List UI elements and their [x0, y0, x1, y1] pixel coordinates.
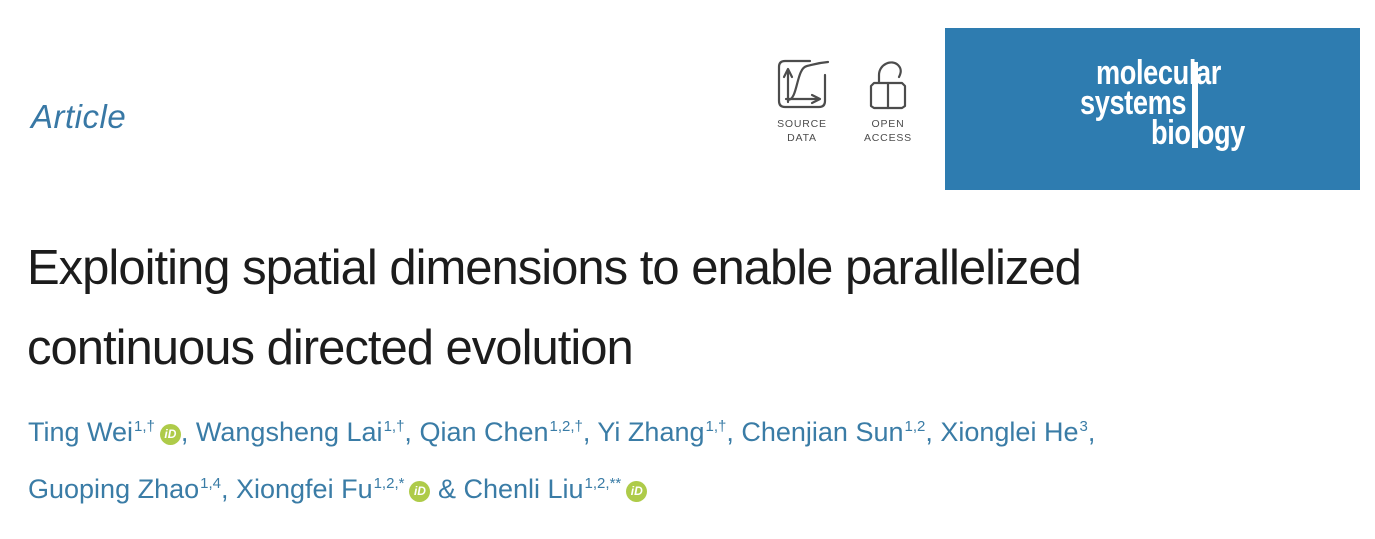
journal-logo-word-systems: systems [1080, 84, 1187, 122]
author-name: Chenli Liu [463, 474, 584, 504]
orcid-icon[interactable]: iD [159, 424, 181, 445]
orcid-icon[interactable]: iD [626, 481, 648, 502]
author-separator: , [180, 417, 196, 447]
author-separator: , [404, 417, 420, 447]
author-separator: , [1087, 417, 1096, 447]
author-name: Chenjian Sun [741, 417, 904, 447]
open-padlock-icon [869, 61, 907, 110]
author-name: Qian Chen [419, 417, 549, 447]
source-data-chart-icon [777, 59, 830, 109]
author-name: Xiongfei Fu [236, 474, 373, 504]
paper-title: Exploiting spatial dimensions to enable … [27, 228, 1367, 388]
source-data-label: SOURCE DATA [777, 118, 827, 144]
author-line-1: Ting Wei1,† iD, Wangsheng Lai1,†, Qian Ch… [28, 406, 1358, 463]
author: Qian Chen1,2,†, [419, 417, 597, 447]
source-data-badge: SOURCE DATA [760, 56, 844, 145]
author: Chenli Liu1,2,** iD [463, 474, 648, 504]
author-list: Ting Wei1,† iD, Wangsheng Lai1,†, Qian Ch… [28, 406, 1358, 520]
author-separator: , [925, 417, 941, 447]
author-separator: , [582, 417, 598, 447]
author-affiliations: 1,2,* [373, 475, 405, 492]
author: Yi Zhang1,†, [597, 417, 741, 447]
author-affiliations: 3 [1079, 418, 1088, 435]
journal-logo-vertical-stroke [1192, 62, 1198, 148]
author-affiliations: 1,2 [904, 418, 926, 435]
author: Xiongfei Fu1,2,* iD & [236, 474, 463, 504]
author: Wangsheng Lai1,†, [196, 417, 420, 447]
author-name: Yi Zhang [597, 417, 705, 447]
author-line-2: Guoping Zhao1,4, Xiongfei Fu1,2,* iD & Ch… [28, 463, 1358, 520]
author-separator: & [430, 474, 464, 504]
article-type-label: Article [31, 98, 127, 135]
author: Ting Wei1,† iD, [28, 417, 196, 447]
author-separator: , [220, 474, 236, 504]
journal-logo-word-biology: biology [1151, 116, 1245, 150]
author-name: Xionglei He [940, 417, 1079, 447]
author: Chenjian Sun1,2, [741, 417, 940, 447]
orcid-icon[interactable]: iD [409, 481, 431, 502]
author-name: Guoping Zhao [28, 474, 200, 504]
journal-logo-word-molecular: molecular [1096, 54, 1221, 92]
author-affiliations: 1,† [134, 418, 155, 435]
author-name: Wangsheng Lai [195, 417, 383, 447]
author-affiliations: 1,4 [200, 475, 221, 492]
author-name: Ting Wei [28, 417, 134, 447]
author: Guoping Zhao1,4, [28, 474, 236, 504]
open-access-badge: OPEN ACCESS [846, 56, 930, 145]
open-access-label: OPEN ACCESS [864, 118, 912, 144]
author-affiliations: 1,2,** [584, 475, 622, 492]
author-separator: , [726, 417, 742, 447]
paper-title-line2: continuous directed evolution [27, 321, 634, 375]
journal-logo: molecular systems biology [945, 28, 1360, 190]
author-affiliations: 1,† [705, 418, 727, 435]
author-affiliations: 1,† [383, 418, 405, 435]
author: Xionglei He3, [940, 417, 1095, 447]
author-affiliations: 1,2,† [549, 418, 583, 435]
paper-title-line1: Exploiting spatial dimensions to enable … [27, 241, 1082, 295]
